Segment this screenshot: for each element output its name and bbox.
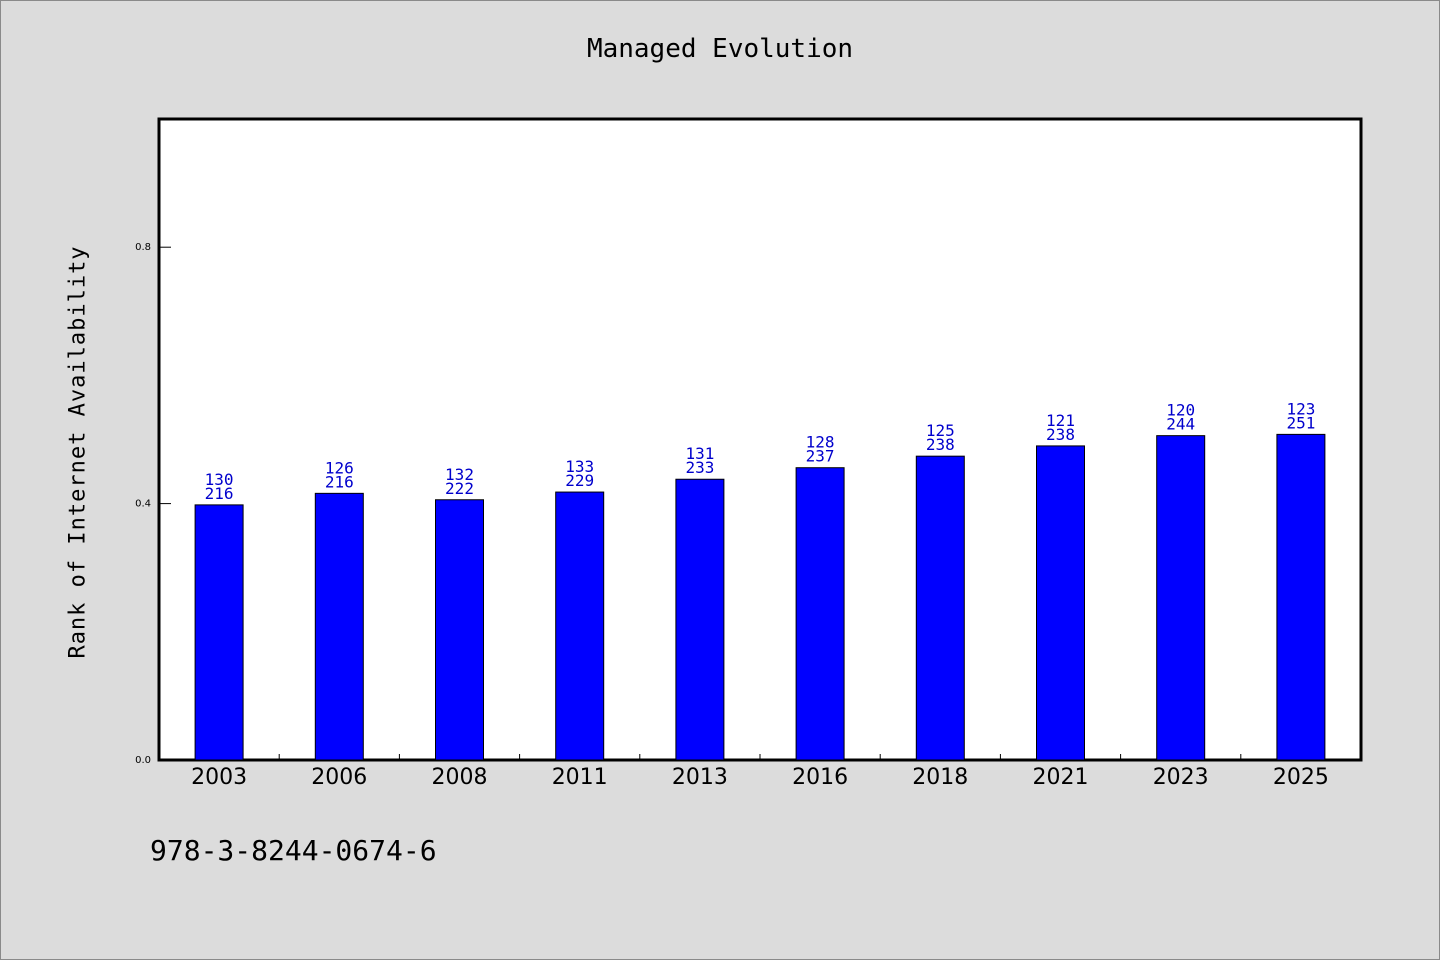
bar-label-top: 121 <box>1046 411 1075 430</box>
x-tick-label: 2021 <box>1033 765 1089 790</box>
bar <box>194 504 244 761</box>
bar-label-bottom: 229 <box>565 471 594 490</box>
bar-label-top: 131 <box>685 444 714 463</box>
y-tick-label: 0.8 <box>135 242 151 253</box>
bar-label-bottom: 216 <box>325 472 354 491</box>
x-tick-label: 2016 <box>792 765 848 790</box>
bar-label-bottom: 233 <box>685 458 714 477</box>
x-tick-label: 2023 <box>1153 765 1209 790</box>
bar-label-top: 120 <box>1166 401 1195 420</box>
x-tick-label: 2013 <box>672 765 728 790</box>
x-tick-label: 2018 <box>912 765 968 790</box>
bar <box>555 491 605 761</box>
bar-label-top: 128 <box>806 433 835 452</box>
bar-label-top: 132 <box>445 465 474 484</box>
bar-label-bottom: 244 <box>1166 415 1195 434</box>
y-tick-label: 0.0 <box>135 755 151 766</box>
bar-label-bottom: 238 <box>926 435 955 454</box>
bar-label-bottom: 251 <box>1286 413 1315 432</box>
bar <box>795 467 845 761</box>
x-tick-label: 2003 <box>191 765 247 790</box>
bar-label-top: 125 <box>926 421 955 440</box>
bar <box>314 492 364 761</box>
x-tick-label: 2025 <box>1273 765 1329 790</box>
y-tick-label: 0.4 <box>135 499 151 510</box>
bar <box>915 455 965 761</box>
bar-label-bottom: 222 <box>445 479 474 498</box>
bar-label-bottom: 238 <box>1046 425 1075 444</box>
bar-label-top: 126 <box>325 458 354 477</box>
x-tick-label: 2006 <box>311 765 367 790</box>
bar <box>1156 435 1206 761</box>
x-tick-label: 2008 <box>432 765 488 790</box>
bar-label-top: 123 <box>1286 399 1315 418</box>
bar-label-top: 130 <box>205 470 234 489</box>
footer-code: 978-3-8244-0674-6 <box>150 834 437 867</box>
bar-label-bottom: 216 <box>205 484 234 503</box>
bar-label-bottom: 237 <box>806 447 835 466</box>
bar <box>435 499 484 761</box>
bar <box>675 478 725 761</box>
bar-label-top: 133 <box>565 457 594 476</box>
x-tick-label: 2011 <box>552 765 608 790</box>
bar <box>1276 433 1326 761</box>
bar <box>1036 445 1085 761</box>
chart-title: Managed Evolution <box>586 34 854 64</box>
